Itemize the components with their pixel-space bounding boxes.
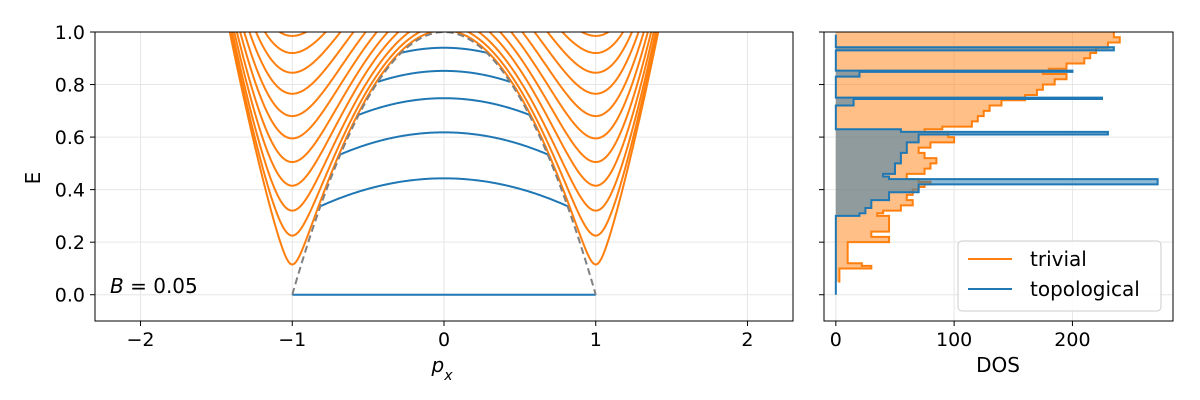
dos-panel: 0 100 200 DOS trivial topological: [819, 31, 1174, 377]
topological-band-line: [401, 46, 487, 54]
trivial-band-line: [235, 32, 653, 164]
x-tick-label: 200: [1054, 329, 1090, 351]
x-axis-label-left: px: [431, 353, 454, 384]
x-tick-label: −2: [127, 329, 155, 351]
y-tick-label: 0.4: [55, 180, 85, 202]
topological-band-line: [340, 131, 548, 156]
trivial-band-line: [233, 32, 655, 187]
topological-band-line: [377, 69, 511, 83]
trivial-band-line: [254, 32, 634, 74]
legend: trivial topological: [957, 240, 1162, 312]
dos-curves: [834, 32, 1159, 295]
boundary-parabola: [291, 32, 597, 296]
x-tick-label: −1: [278, 329, 306, 351]
y-tick-label: 1.0: [55, 22, 85, 44]
x-tick-label: 0: [830, 329, 842, 351]
legend-label-trivial: trivial: [1030, 247, 1087, 271]
trivial-band-line: [239, 32, 649, 140]
trivial-band-line: [248, 32, 640, 95]
y-tick-label: 0.2: [55, 232, 85, 254]
band-structure-panel: −2 −1 0 1 2 0.0 0.2 0.4 0.6 0.8 1.0 px E B = 0.05: [21, 22, 794, 384]
topological-band-line: [320, 177, 568, 208]
trivial-band-line: [277, 32, 611, 37]
x-tick-label: 1: [590, 329, 602, 351]
x-tick-label: 100: [936, 329, 972, 351]
legend-label-topological: topological: [1030, 277, 1140, 301]
y-tick-label: 0.8: [55, 75, 85, 97]
right-ticks: 0 100 200: [819, 31, 1091, 351]
y-tick-label: 0.6: [55, 127, 85, 149]
right-axes-frame: [823, 31, 1174, 322]
trivial-band-line: [228, 32, 660, 266]
x-tick-label: 2: [741, 329, 753, 351]
band-curves: [228, 32, 660, 296]
field-annotation: B = 0.05: [110, 274, 198, 298]
left-grid: [95, 31, 793, 321]
x-tick-label: 0: [438, 329, 450, 351]
dos-fill-trivial: [835, 32, 1120, 282]
y-tick-label: 0.0: [55, 285, 85, 307]
trivial-band-line: [243, 32, 645, 118]
dos-line-topological: [834, 34, 1159, 295]
y-axis-label: E: [21, 172, 45, 185]
trivial-band-line: [231, 32, 657, 212]
x-axis-label-right: DOS: [976, 353, 1020, 377]
trivial-band-line: [263, 32, 625, 55]
left-ticks: −2 −1 0 1 2 0.0 0.2 0.4 0.6 0.8 1.0: [55, 22, 754, 351]
trivial-band-line: [229, 32, 659, 237]
topological-band-line: [358, 97, 530, 116]
